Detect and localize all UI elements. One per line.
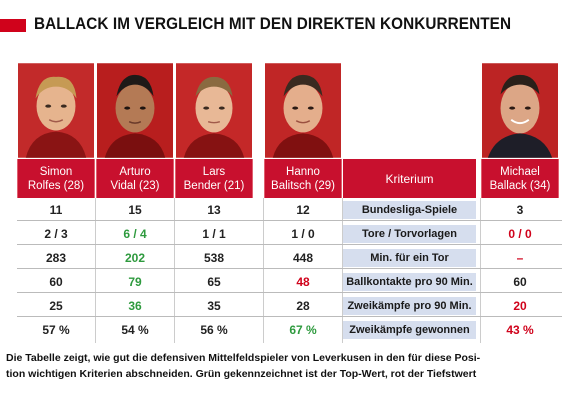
row-divider — [17, 316, 562, 317]
player-portrait-icon — [265, 63, 341, 158]
value-rolfes: 2 / 3 — [44, 227, 68, 241]
caption-line: Die Tabelle zeigt, wie gut die defensive… — [6, 352, 481, 364]
criterium-label: Tore / Torvorlagen — [343, 225, 476, 243]
row-divider — [17, 244, 562, 245]
value-vidal: 54 % — [121, 323, 149, 337]
value-balitsch: 448 — [292, 251, 314, 265]
value-balitsch: 67 % — [289, 323, 317, 337]
value-vidal: 36 — [128, 299, 142, 313]
player-portrait-icon — [97, 63, 173, 158]
player-photo-balitsch — [264, 62, 342, 159]
value-ballack: 20 — [513, 299, 527, 313]
value-balitsch: 48 — [296, 275, 310, 289]
value-ballack: 60 — [513, 275, 527, 289]
row-divider — [17, 268, 562, 269]
column-divider — [342, 198, 343, 343]
player-last-name-age: Vidal (23) — [110, 179, 160, 192]
value-rolfes: 25 — [49, 299, 63, 313]
column-divider — [95, 198, 96, 343]
player-photo-rolfes — [17, 62, 95, 159]
table-row: 57 % 54 % 56 % 67 % Zweikämpfe gewonnen … — [17, 319, 562, 341]
value-ballack: 43 % — [506, 323, 534, 337]
value-vidal: 79 — [128, 275, 142, 289]
player-photo-vidal — [96, 62, 174, 159]
player-name-bender: Lars Bender (21) — [175, 159, 253, 198]
value-ballack: 3 — [516, 203, 524, 217]
column-divider — [480, 198, 481, 343]
player-photo-bender — [175, 62, 253, 159]
value-rolfes: 11 — [49, 203, 63, 217]
table-row: 25 36 35 28 Zweikämpfe pro 90 Min. 20 — [17, 295, 562, 317]
player-first-name: Arturo — [119, 165, 151, 178]
value-rolfes: 60 — [49, 275, 63, 289]
value-ballack: 0 / 0 — [508, 227, 532, 241]
player-first-name: Lars — [202, 165, 226, 178]
criterium-label: Ballkontakte pro 90 Min. — [343, 273, 476, 291]
value-bender: 65 — [207, 275, 221, 289]
column-divider — [174, 198, 175, 343]
row-divider — [17, 292, 562, 293]
value-vidal: 202 — [124, 251, 146, 265]
player-portrait-icon — [18, 63, 94, 158]
value-bender: 538 — [203, 251, 225, 265]
caption: Die Tabelle zeigt, wie gut die defensive… — [6, 350, 576, 382]
player-portrait-icon — [176, 63, 252, 158]
table-row: 60 79 65 48 Ballkontakte pro 90 Min. 60 — [17, 271, 562, 293]
value-bender: 35 — [207, 299, 221, 313]
criterium-label: Min. für ein Tor — [343, 249, 476, 267]
value-balitsch: 1 / 0 — [291, 227, 315, 241]
player-first-name: Simon — [39, 165, 73, 178]
value-balitsch: 28 — [296, 299, 310, 313]
value-bender: 1 / 1 — [202, 227, 226, 241]
player-first-name: Hanno — [286, 165, 320, 178]
player-last-name-age: Ballack (34) — [489, 179, 551, 192]
table-row: 2 / 3 6 / 4 1 / 1 1 / 0 Tore / Torvorlag… — [17, 223, 562, 245]
player-name-vidal: Arturo Vidal (23) — [96, 159, 174, 198]
value-ballack: – — [516, 251, 524, 265]
value-vidal: 15 — [128, 203, 142, 217]
player-photo-ballack — [481, 62, 559, 159]
table-row: 11 15 13 12 Bundesliga-Spiele 3 — [17, 199, 562, 221]
value-balitsch: 12 — [296, 203, 310, 217]
player-first-name: Michael — [500, 165, 540, 178]
player-last-name-age: Bender (21) — [183, 179, 245, 192]
page-title: BALLACK IM VERGLEICH MIT DEN DIREKTEN KO… — [34, 14, 512, 33]
value-vidal: 6 / 4 — [123, 227, 147, 241]
value-rolfes: 57 % — [42, 323, 70, 337]
player-last-name-age: Balitsch (29) — [271, 179, 335, 192]
value-bender: 56 % — [200, 323, 228, 337]
value-bender: 13 — [207, 203, 221, 217]
player-name-rolfes: Simon Rolfes (28) — [17, 159, 95, 198]
player-name-balitsch: Hanno Balitsch (29) — [264, 159, 342, 198]
criterium-header: Kriterium — [343, 159, 476, 198]
criterium-label: Zweikämpfe pro 90 Min. — [343, 297, 476, 315]
criterium-label: Bundesliga-Spiele — [343, 201, 476, 219]
player-name-ballack: Michael Ballack (34) — [481, 159, 559, 198]
column-divider — [263, 198, 264, 343]
value-rolfes: 283 — [45, 251, 67, 265]
caption-line: tion wichtigen Kriterien abschneiden. Gr… — [6, 368, 477, 380]
player-portrait-icon — [482, 63, 558, 158]
header-accent-bar — [0, 19, 26, 32]
row-divider — [17, 220, 562, 221]
criterium-label: Zweikämpfe gewonnen — [343, 321, 476, 339]
player-last-name-age: Rolfes (28) — [27, 179, 85, 192]
table-row: 283 202 538 448 Min. für ein Tor – — [17, 247, 562, 269]
header: BALLACK IM VERGLEICH MIT DEN DIREKTEN KO… — [0, 10, 580, 40]
